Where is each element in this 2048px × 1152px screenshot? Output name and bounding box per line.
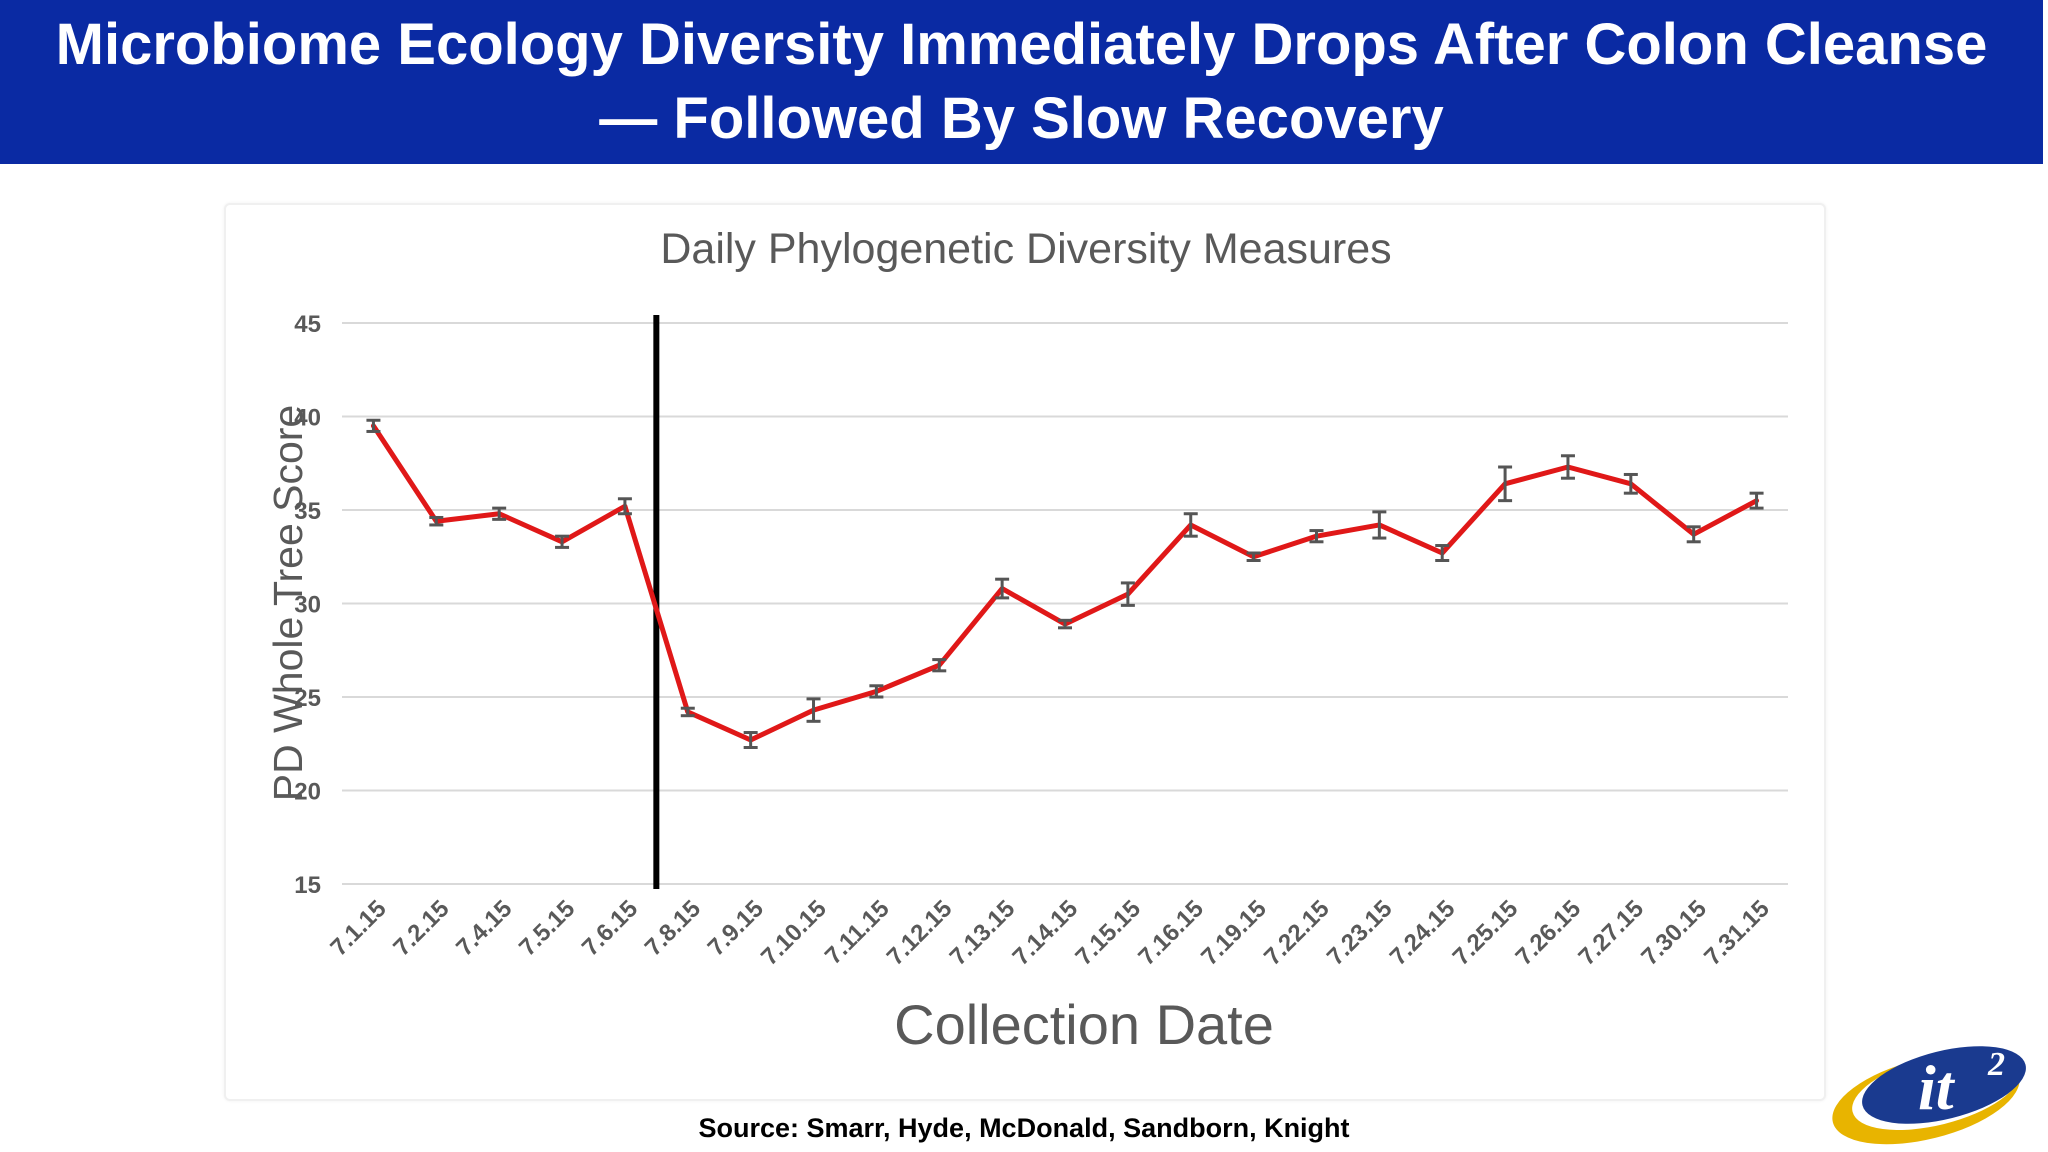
- error-bar: [555, 534, 570, 549]
- x-tick-label: 7.30.15: [1636, 895, 1712, 971]
- x-tick-label: 7.11.15: [820, 895, 895, 970]
- x-tick-label: 7.19.15: [1196, 895, 1272, 971]
- x-tick-label: 7.4.15: [451, 895, 517, 961]
- y-tick-label: 20: [294, 779, 321, 806]
- y-axis-label: PD Whole Tree Score: [265, 405, 311, 802]
- x-tick-label: 7.22.15: [1259, 895, 1335, 971]
- source-citation: Source: Smarr, Hyde, McDonald, Sandborn,…: [698, 1113, 1350, 1143]
- x-tick-label: 7.27.15: [1573, 895, 1649, 971]
- error-bar: [1058, 618, 1072, 630]
- error-bar: [1435, 544, 1450, 562]
- x-tick-label: 7.14.15: [1008, 895, 1084, 971]
- error-bar: [617, 497, 632, 516]
- x-tick-label: 7.23.15: [1322, 895, 1398, 971]
- x-tick-label: 7.15.15: [1070, 895, 1146, 971]
- x-tick-label: 7.6.15: [577, 895, 643, 961]
- x-tick-label: 7.1.15: [325, 895, 391, 961]
- error-bar: [680, 706, 695, 718]
- error-bar: [1749, 491, 1764, 510]
- slide-header: Microbiome Ecology Diversity Immediately…: [0, 0, 2043, 164]
- error-bar: [1498, 465, 1513, 503]
- error-bar: [869, 684, 884, 699]
- y-tick-label: 30: [294, 592, 321, 619]
- y-tick-label: 45: [294, 311, 321, 338]
- x-tick-label: 7.13.15: [945, 895, 1021, 971]
- error-bar: [492, 506, 507, 521]
- series-line: [370, 423, 1760, 743]
- error-bar: [1309, 529, 1324, 544]
- x-tick-label: 7.25.15: [1448, 895, 1524, 971]
- x-tick-label: 7.31.15: [1699, 895, 1775, 971]
- error-bar: [1183, 512, 1198, 538]
- error-bar: [1560, 454, 1575, 480]
- error-bar: [429, 515, 444, 527]
- y-tick-label: 40: [294, 405, 321, 432]
- error-bar: [366, 418, 381, 433]
- y-tick-label: 25: [294, 685, 321, 712]
- y-tick-label: 35: [294, 498, 321, 525]
- x-tick-label: 7.24.15: [1385, 895, 1461, 971]
- error-bar: [995, 577, 1010, 600]
- chart-panel: 15 20 25 30 35 40 45 7.1.15 7.2.15 7.4.15 7.5.15 7…: [224, 203, 1826, 1101]
- slide-title: Microbiome Ecology Diversity Immediately…: [55, 12, 1988, 151]
- x-axis-label: Collection Date: [894, 993, 1274, 1056]
- x-tick-label: 7.12.15: [882, 895, 958, 971]
- it2-logo: it 2: [1832, 1046, 2026, 1145]
- chart-title: Daily Phylogenetic Diversity Measures: [660, 225, 1391, 273]
- error-bar: [1623, 472, 1638, 495]
- error-bar: [1372, 510, 1387, 540]
- error-bar: [1686, 525, 1701, 544]
- x-tick-label: 7.16.15: [1133, 895, 1209, 971]
- logo-superscript: 2: [1987, 1046, 2005, 1083]
- error-bar: [806, 697, 821, 723]
- error-bar: [1246, 551, 1261, 562]
- x-tick-label: 7.2.15: [388, 895, 454, 961]
- x-tick-label: 7.5.15: [514, 895, 580, 961]
- logo-text: it: [1918, 1052, 1956, 1123]
- error-bar: [932, 658, 947, 673]
- x-tick-label: 7.8.15: [640, 895, 706, 961]
- x-tick-label: 7.10.15: [756, 895, 832, 971]
- error-bar: [1120, 581, 1135, 607]
- y-tick-label: 15: [294, 872, 321, 899]
- error-bar: [743, 731, 758, 749]
- x-tick-label: 7.26.15: [1510, 895, 1586, 971]
